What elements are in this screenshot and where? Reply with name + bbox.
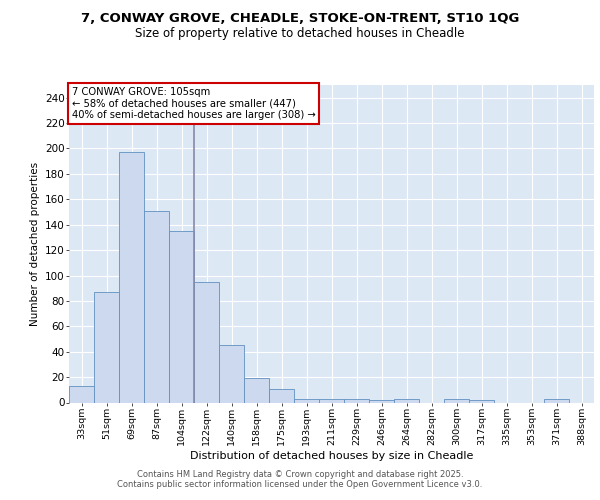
Text: 7 CONWAY GROVE: 105sqm
← 58% of detached houses are smaller (447)
40% of semi-de: 7 CONWAY GROVE: 105sqm ← 58% of detached… xyxy=(71,86,316,120)
Bar xyxy=(144,210,169,402)
Y-axis label: Number of detached properties: Number of detached properties xyxy=(29,162,40,326)
Bar xyxy=(194,282,219,403)
X-axis label: Distribution of detached houses by size in Cheadle: Distribution of detached houses by size … xyxy=(190,450,473,460)
Bar xyxy=(94,292,119,403)
Bar xyxy=(244,378,269,402)
Text: 7, CONWAY GROVE, CHEADLE, STOKE-ON-TRENT, ST10 1QG: 7, CONWAY GROVE, CHEADLE, STOKE-ON-TRENT… xyxy=(81,12,519,26)
Bar xyxy=(269,388,294,402)
Bar xyxy=(394,398,419,402)
Bar xyxy=(294,398,319,402)
Bar xyxy=(544,398,569,402)
Bar xyxy=(119,152,144,402)
Bar xyxy=(369,400,394,402)
Bar xyxy=(444,398,469,402)
Bar xyxy=(69,386,94,402)
Bar xyxy=(219,346,244,403)
Text: Contains HM Land Registry data © Crown copyright and database right 2025.
Contai: Contains HM Land Registry data © Crown c… xyxy=(118,470,482,489)
Text: Size of property relative to detached houses in Cheadle: Size of property relative to detached ho… xyxy=(135,28,465,40)
Bar xyxy=(169,231,194,402)
Bar xyxy=(344,398,369,402)
Bar xyxy=(469,400,494,402)
Bar xyxy=(319,398,344,402)
